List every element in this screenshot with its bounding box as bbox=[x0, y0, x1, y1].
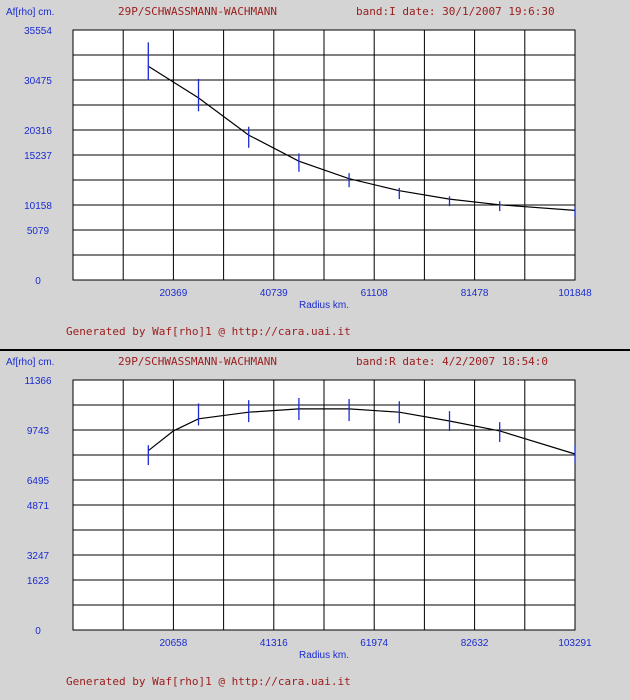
y-tick-label: 9743 bbox=[27, 426, 50, 437]
x-tick-label: 61974 bbox=[360, 638, 388, 649]
x-tick-label: 103291 bbox=[558, 638, 592, 649]
error-bars bbox=[147, 397, 576, 466]
x-tick-label: 20369 bbox=[159, 288, 187, 299]
y-tick-label: 0 bbox=[35, 626, 41, 637]
x-tick-label: 82632 bbox=[461, 638, 489, 649]
y-axis-label: Af[rho] cm. bbox=[6, 7, 54, 18]
y-tick-label: 15237 bbox=[24, 151, 52, 162]
x-tick-label: 20658 bbox=[159, 638, 187, 649]
chart-object-name: 29P/SCHWASSMANN-WACHMANN bbox=[118, 5, 277, 18]
y-tick-labels: 35554 30475 20316 15237 10158 5079 0 bbox=[24, 26, 52, 287]
chart-svg-band-i: Af[rho] cm. 29P/SCHWASSMANN-WACHMANN ban… bbox=[6, 5, 592, 338]
y-tick-label: 3247 bbox=[27, 551, 50, 562]
y-tick-label: 30475 bbox=[24, 76, 52, 87]
x-tick-label: 40739 bbox=[260, 288, 288, 299]
chart-band-date: band:R date: 4/2/2007 18:54:0 bbox=[356, 355, 548, 368]
x-axis-label: Radius km. bbox=[299, 650, 349, 661]
x-tick-labels: 20658 41316 61974 82632 103291 bbox=[159, 638, 592, 649]
y-tick-label: 0 bbox=[35, 276, 41, 287]
gridlines bbox=[73, 30, 575, 280]
x-axis-label: Radius km. bbox=[299, 300, 349, 311]
y-tick-label: 35554 bbox=[24, 26, 52, 37]
y-tick-label: 5079 bbox=[27, 226, 50, 237]
x-tick-labels: 20369 40739 61108 81478 101848 bbox=[159, 288, 592, 299]
y-axis-label: Af[rho] cm. bbox=[6, 357, 54, 368]
panel-divider bbox=[0, 349, 630, 351]
chart-svg-band-r: Af[rho] cm. 29P/SCHWASSMANN-WACHMANN ban… bbox=[6, 355, 592, 688]
y-tick-label: 10158 bbox=[24, 201, 52, 212]
footer-text: Generated by Waf[rho]1 @ http://cara.uai… bbox=[66, 325, 351, 338]
y-tick-label: 4871 bbox=[27, 501, 50, 512]
chart-object-name: 29P/SCHWASSMANN-WACHMANN bbox=[118, 355, 277, 368]
x-tick-label: 61108 bbox=[361, 288, 389, 299]
y-tick-label: 1623 bbox=[27, 576, 50, 587]
chart-band-date: band:I date: 30/1/2007 19:6:30 bbox=[356, 5, 555, 18]
error-bars bbox=[147, 42, 576, 217]
fit-curve bbox=[147, 408, 576, 455]
y-tick-labels: 11366 9743 6495 4871 3247 1623 0 bbox=[24, 376, 52, 637]
chart-panel-band-i: Af[rho] cm. 29P/SCHWASSMANN-WACHMANN ban… bbox=[6, 5, 592, 338]
y-tick-label: 20316 bbox=[24, 126, 52, 137]
x-tick-label: 41316 bbox=[260, 638, 288, 649]
footer-text: Generated by Waf[rho]1 @ http://cara.uai… bbox=[66, 675, 351, 688]
x-tick-label: 81478 bbox=[461, 288, 489, 299]
y-tick-label: 11366 bbox=[24, 376, 52, 387]
chart-panel-band-r: Af[rho] cm. 29P/SCHWASSMANN-WACHMANN ban… bbox=[0, 350, 630, 700]
x-tick-label: 101848 bbox=[558, 288, 592, 299]
fit-line bbox=[147, 408, 576, 455]
y-tick-label: 6495 bbox=[27, 476, 50, 487]
gridlines bbox=[73, 380, 575, 630]
